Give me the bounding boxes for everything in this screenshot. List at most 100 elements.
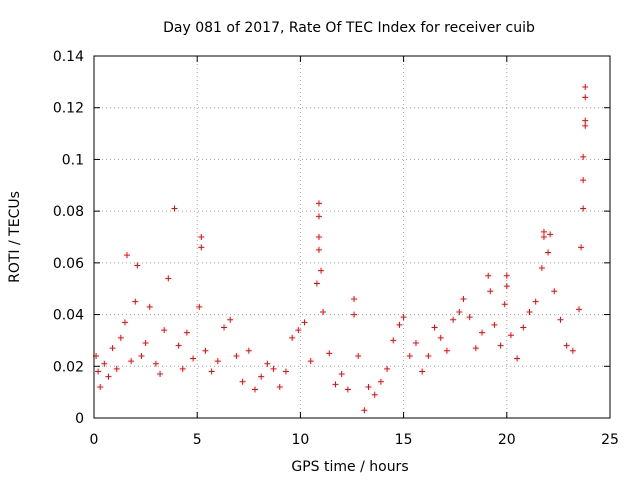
data-point (301, 319, 308, 326)
chart-title: Day 081 of 2017, Rate Of TEC Index for r… (163, 20, 535, 36)
data-point (582, 94, 589, 101)
data-point (208, 368, 215, 375)
x-tick-label: 10 (291, 432, 309, 448)
data-point (190, 355, 197, 362)
data-point (466, 314, 473, 321)
data-point (514, 355, 521, 362)
data-point (491, 321, 498, 328)
data-point (355, 352, 362, 359)
data-point (146, 303, 153, 310)
data-point (487, 288, 494, 295)
grid-lines (94, 56, 610, 418)
data-point (171, 205, 178, 212)
data-point (351, 296, 358, 303)
data-point (576, 306, 583, 313)
data-point (315, 234, 322, 240)
data-point (307, 358, 314, 365)
data-point (526, 308, 533, 315)
y-tick-label: 0.04 (53, 308, 84, 324)
data-point (545, 249, 552, 256)
data-points (93, 84, 589, 414)
data-point (157, 371, 164, 378)
data-point (132, 298, 139, 305)
data-point (580, 177, 587, 184)
data-point (450, 316, 457, 323)
y-axis-label: ROTI / TECUs (7, 191, 23, 283)
data-point (258, 373, 265, 380)
data-point (437, 334, 444, 341)
data-point (196, 303, 203, 310)
data-point (245, 347, 252, 354)
data-point (179, 365, 186, 372)
y-tick-label: 0 (75, 411, 84, 427)
x-tick-label: 5 (193, 432, 202, 448)
data-point (202, 347, 209, 354)
data-point (183, 329, 190, 336)
data-point (503, 283, 510, 290)
data-point (113, 365, 120, 372)
data-point (569, 347, 576, 354)
y-tick-label: 0.02 (53, 359, 84, 375)
data-point (289, 334, 296, 341)
y-tick-label: 0.1 (62, 152, 84, 168)
data-point (351, 311, 358, 318)
plot-frame (93, 55, 611, 419)
data-point (396, 321, 403, 328)
data-point (361, 407, 368, 414)
data-point (134, 262, 141, 269)
x-axis-label: GPS time / hours (291, 459, 408, 475)
data-point (175, 342, 182, 349)
data-point (318, 267, 325, 274)
data-point (412, 340, 419, 347)
data-point (580, 205, 587, 212)
data-point (320, 308, 327, 315)
data-point (540, 234, 547, 240)
data-point (365, 383, 372, 390)
data-point (332, 381, 339, 388)
data-point (315, 213, 322, 220)
data-point (97, 383, 104, 390)
data-point (239, 378, 246, 385)
data-point (128, 358, 135, 365)
data-point (251, 386, 258, 393)
data-point (161, 327, 168, 334)
data-point (547, 231, 554, 238)
y-tick-label: 0.08 (53, 204, 84, 220)
data-point (313, 280, 320, 287)
data-point (233, 352, 240, 359)
data-point (214, 358, 221, 365)
data-point (390, 337, 397, 344)
data-point (377, 378, 384, 385)
data-point (165, 275, 172, 282)
data-point (503, 272, 510, 279)
data-point (371, 391, 378, 398)
data-point (138, 352, 145, 359)
data-point (152, 360, 159, 367)
data-point (479, 329, 486, 336)
data-point (520, 324, 527, 331)
data-point (95, 368, 102, 375)
data-point (109, 345, 116, 352)
data-point (497, 342, 504, 349)
data-point (315, 200, 322, 207)
data-point (419, 368, 426, 375)
x-tick-label: 25 (601, 432, 619, 448)
data-point (551, 288, 558, 295)
data-point (142, 340, 149, 347)
data-point (431, 324, 438, 331)
data-point (443, 347, 450, 354)
data-point (580, 153, 587, 160)
data-point (315, 246, 322, 253)
data-point (198, 234, 205, 240)
data-point (507, 332, 514, 339)
data-point (338, 371, 345, 378)
data-point (264, 360, 271, 367)
data-point (557, 316, 564, 323)
data-point (105, 373, 112, 380)
data-point (221, 324, 228, 331)
x-tick-label: 15 (395, 432, 413, 448)
data-point (270, 365, 277, 372)
data-point (578, 244, 585, 251)
data-point (532, 298, 539, 305)
data-point (326, 350, 333, 357)
